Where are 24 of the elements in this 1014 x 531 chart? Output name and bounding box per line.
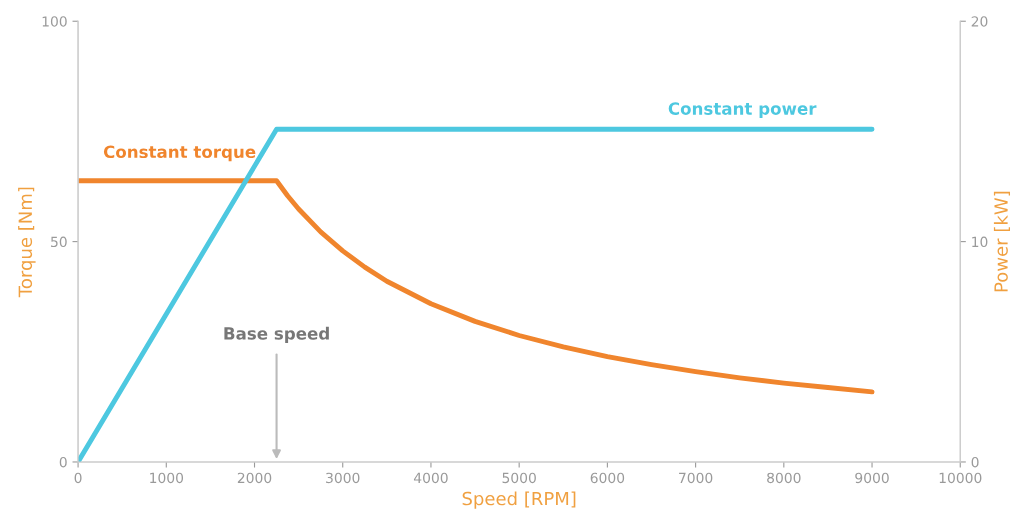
series-label: Constant power <box>668 102 817 119</box>
y-tick-label: 0 <box>59 456 67 468</box>
y-tick-label: 50 <box>51 236 67 248</box>
x-tick-label: 9000 <box>855 472 889 484</box>
x-tick-label: 3000 <box>326 472 360 484</box>
x-tick-label: 5000 <box>502 472 536 484</box>
y-axis-title: Torque [Nm] <box>18 187 36 298</box>
x-tick-label: 6000 <box>590 472 625 484</box>
x-tick-label: 10000 <box>939 472 982 484</box>
line-series <box>78 178 875 395</box>
series-label: Constant torque <box>103 145 256 162</box>
annotation: Base speed <box>224 326 329 343</box>
x-tick-label: 7000 <box>679 472 713 484</box>
y2-tick-label: 20 <box>971 16 988 27</box>
y-tick-label: 100 <box>42 16 67 27</box>
x-axis-title: Speed [RPM] <box>462 491 576 509</box>
x-tick-label: 0 <box>74 472 82 484</box>
x-tick-label: 4000 <box>413 472 448 484</box>
x-tick-label: 1000 <box>150 472 184 484</box>
y2-tick-label: 0 <box>971 456 979 468</box>
y2-tick-label: 10 <box>972 236 988 248</box>
x-tick-label: 2000 <box>237 472 272 484</box>
x-tick-label: 8000 <box>767 472 801 484</box>
y2-axis-title: Power [kW] <box>993 191 1010 292</box>
